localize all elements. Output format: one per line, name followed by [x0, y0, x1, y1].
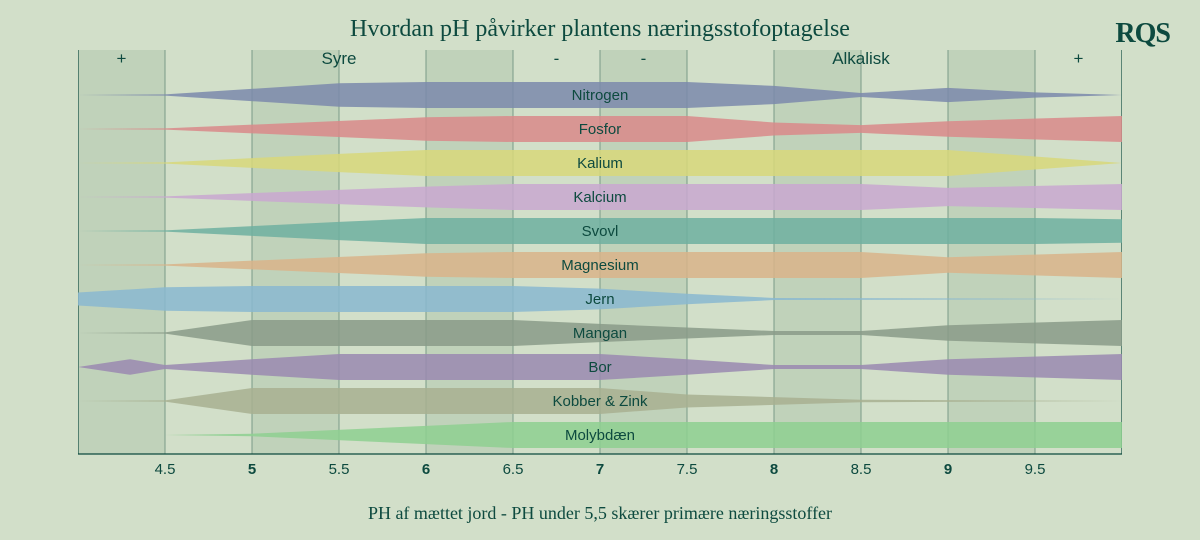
nutrient-chart: + Syre - - Alkalisk + Nitrogen Fosfor Kalium Kalc…: [78, 50, 1122, 480]
nutrient-label: Jern: [585, 291, 614, 308]
header-marker: +: [117, 50, 127, 68]
grid-band: [78, 50, 165, 454]
nutrient-label: Nitrogen: [572, 87, 629, 104]
axis-tick-label: 8.5: [851, 461, 872, 478]
header-marker: Alkalisk: [832, 50, 890, 68]
axis-tick-label: 5: [248, 461, 256, 478]
nutrient-label: Molybdæn: [565, 427, 635, 444]
header-marker: +: [1074, 50, 1084, 68]
nutrient-label: Fosfor: [579, 121, 622, 138]
nutrient-label: Kalium: [577, 155, 623, 172]
page-title: Hvordan pH påvirker plantens næringsstof…: [0, 0, 1200, 43]
grid-band: [948, 50, 1035, 454]
axis-tick-label: 8: [770, 461, 778, 478]
chart-container: + Syre - - Alkalisk + Nitrogen Fosfor Kalium Kalc…: [78, 50, 1122, 480]
nutrient-label: Bor: [588, 359, 611, 376]
axis-tick-label: 9: [944, 461, 952, 478]
header-marker: -: [641, 50, 647, 68]
nutrient-label: Magnesium: [561, 257, 639, 274]
nutrient-label: Kalcium: [573, 189, 626, 206]
header-marker: -: [554, 50, 560, 68]
axis-tick-label: 7: [596, 461, 604, 478]
axis-tick-label: 9.5: [1025, 461, 1046, 478]
header-marker: Syre: [322, 50, 357, 68]
axis-tick-label: 4.5: [155, 461, 176, 478]
nutrient-label: Mangan: [573, 325, 627, 342]
footer-caption: PH af mættet jord - PH under 5,5 skærer …: [0, 503, 1200, 524]
logo: RQS: [1115, 18, 1170, 50]
axis-tick-label: 6: [422, 461, 430, 478]
axis-tick-label: 5.5: [329, 461, 350, 478]
axis-tick-label: 6.5: [503, 461, 524, 478]
nutrient-label: Kobber & Zink: [552, 393, 648, 410]
nutrient-label: Svovl: [582, 223, 619, 240]
axis-tick-label: 7.5: [677, 461, 698, 478]
